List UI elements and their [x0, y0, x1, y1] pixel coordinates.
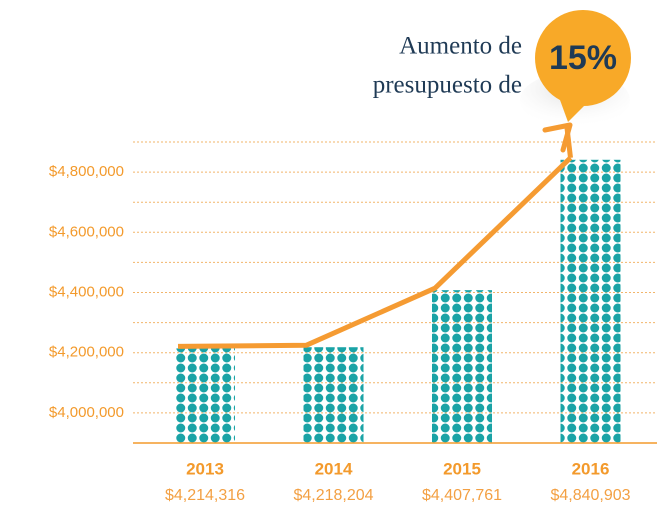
x-tick-label: 2016	[572, 459, 610, 478]
arrow-head	[542, 122, 573, 153]
bar	[560, 159, 621, 443]
y-tick-label: $4,600,000	[49, 223, 124, 240]
bar	[303, 347, 364, 443]
x-tick-label: 2013	[186, 459, 224, 478]
value-label: $4,218,204	[293, 487, 373, 504]
bar	[432, 290, 492, 443]
x-tick-label: 2014	[315, 459, 353, 478]
annotation: Aumento de	[399, 33, 522, 60]
y-tick-label: $4,800,000	[49, 163, 124, 180]
value-label: $4,214,316	[165, 487, 245, 504]
y-tick-label: $4,200,000	[49, 344, 124, 361]
badge-tail	[560, 100, 590, 122]
y-tick-label: $4,400,000	[49, 283, 124, 300]
annotation: presupuesto de	[373, 72, 522, 99]
trend-line	[177, 155, 573, 349]
x-tick-label: 2015	[443, 459, 481, 478]
value-label: $4,840,903	[550, 487, 630, 504]
badge-text: 15%	[549, 39, 617, 77]
value-label: $4,407,761	[422, 487, 502, 504]
y-tick-label: $4,000,000	[49, 404, 124, 421]
badge	[535, 10, 631, 106]
bar	[175, 348, 235, 443]
